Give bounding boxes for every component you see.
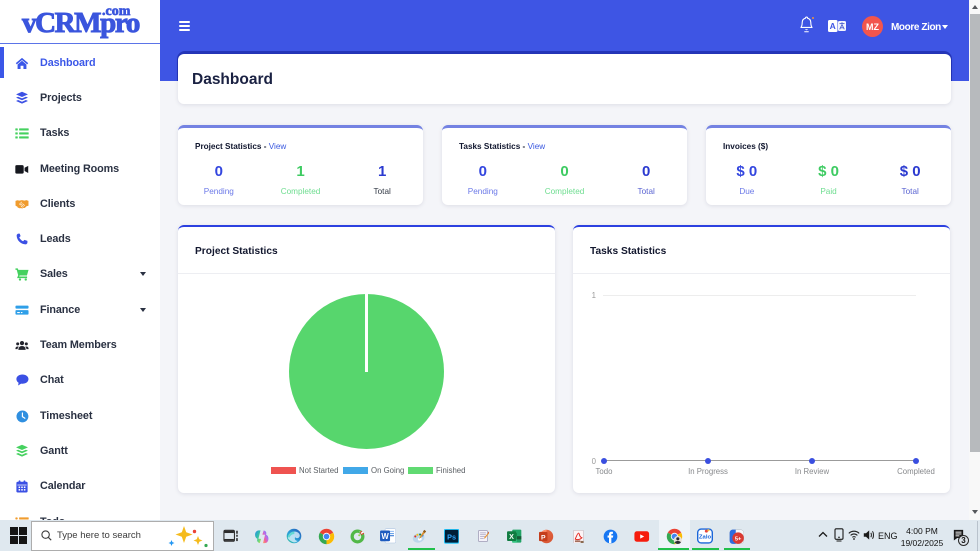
svg-text:W: W (381, 532, 389, 541)
svg-text:P: P (540, 534, 545, 541)
svg-text:Ps: Ps (447, 532, 456, 541)
svg-text:Zalo: Zalo (698, 535, 711, 541)
svg-text:A: A (830, 21, 836, 31)
svg-text:5+: 5+ (734, 536, 741, 542)
svg-text:X: X (509, 533, 514, 541)
